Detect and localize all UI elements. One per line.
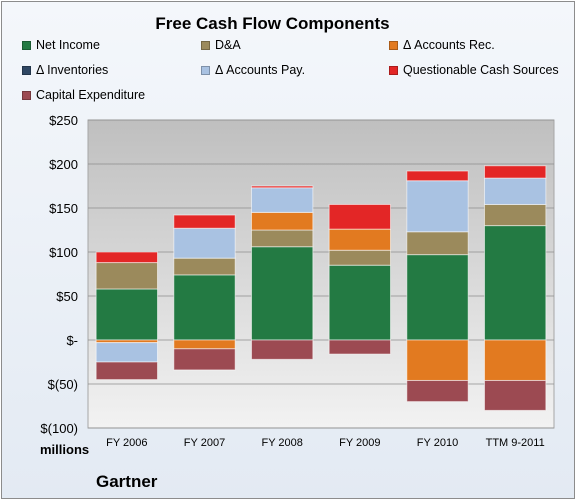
legend: Net Income D&A Δ Accounts Rec. Δ Inventorie… xyxy=(0,0,578,110)
legend-label: Capital Expenditure xyxy=(36,88,146,102)
bar-segment xyxy=(173,339,236,350)
bar-segment xyxy=(173,274,236,341)
bar-segment xyxy=(406,254,469,341)
y-tick-label: $200 xyxy=(49,157,78,172)
bar-segment xyxy=(328,339,392,355)
legend-item: Capital Expenditure xyxy=(22,88,145,102)
bar-segment xyxy=(95,251,159,264)
bar-segment xyxy=(250,246,314,341)
legend-item: D&A xyxy=(201,38,241,52)
bar-segment xyxy=(328,203,392,230)
bar-segment xyxy=(406,170,469,182)
legend-label: Δ Inventories xyxy=(36,63,109,77)
bar-segment xyxy=(328,249,392,266)
legend-label: Δ Accounts Pay. xyxy=(215,63,306,77)
bar-segment xyxy=(173,348,236,371)
bar-segment xyxy=(95,342,159,363)
y-unit-label: millions xyxy=(40,442,90,457)
legend-label: D&A xyxy=(215,38,241,52)
bar-segment xyxy=(406,180,469,233)
x-tick-label: FY 2008 xyxy=(261,437,302,449)
bar-segment xyxy=(483,339,547,381)
legend-item: Net Income xyxy=(22,38,100,52)
y-tick-label: $- xyxy=(66,333,78,348)
x-tick-label: FY 2007 xyxy=(184,437,225,449)
legend-swatch xyxy=(389,65,398,75)
y-tick-label: $100 xyxy=(49,245,78,260)
bar-segment xyxy=(95,262,159,290)
x-tick-label: FY 2006 xyxy=(106,437,147,449)
chart-title: Free Cash Flow Components xyxy=(155,14,390,33)
bar-segment xyxy=(483,225,547,341)
bar-segment xyxy=(406,339,469,381)
y-tick-label: $(50) xyxy=(48,377,78,392)
legend-item: Δ Accounts Pay. xyxy=(201,63,305,77)
y-tick-label: $250 xyxy=(49,113,78,128)
bar-segment xyxy=(406,379,469,403)
bar-segment xyxy=(250,229,314,248)
legend-label: Δ Accounts Rec. xyxy=(403,38,495,52)
bar-segment xyxy=(173,227,236,259)
legend-swatch xyxy=(389,40,398,50)
legend-label: Questionable Cash Sources xyxy=(403,63,559,77)
bar-segment xyxy=(483,379,547,411)
bar-segment xyxy=(483,203,547,227)
bar-segment xyxy=(250,211,314,231)
legend-item: Questionable Cash Sources xyxy=(389,63,559,77)
legend-item: Δ Accounts Rec. xyxy=(389,38,495,52)
y-tick-label: $50 xyxy=(56,289,78,304)
bar-segment xyxy=(483,177,547,205)
legend-label: Net Income xyxy=(36,38,100,52)
x-tick-label: FY 2010 xyxy=(417,437,458,449)
bar-segment xyxy=(406,231,469,256)
bar-segment xyxy=(250,339,314,360)
company-name: Gartner xyxy=(96,472,158,491)
bar-segment xyxy=(250,185,314,189)
plot-area xyxy=(87,119,555,429)
bar-segment xyxy=(173,257,236,276)
y-tick-label: $150 xyxy=(49,201,78,216)
legend-item: Δ Inventories xyxy=(22,63,108,77)
bar-segment xyxy=(95,361,159,381)
legend-swatch xyxy=(22,65,31,75)
legend-swatch xyxy=(22,40,31,50)
bar-segment xyxy=(95,288,159,341)
y-tick-label: $(100) xyxy=(40,421,78,436)
bar-segment xyxy=(328,228,392,251)
legend-swatch xyxy=(22,90,31,100)
x-tick-label: FY 2009 xyxy=(339,437,380,449)
bar-segment xyxy=(173,214,236,229)
legend-swatch xyxy=(201,40,210,50)
bar-segment xyxy=(328,264,392,341)
legend-swatch xyxy=(201,65,210,75)
bar-segment xyxy=(250,187,314,213)
x-tick-label: TTM 9-2011 xyxy=(486,437,545,449)
bar-segment xyxy=(483,165,547,179)
